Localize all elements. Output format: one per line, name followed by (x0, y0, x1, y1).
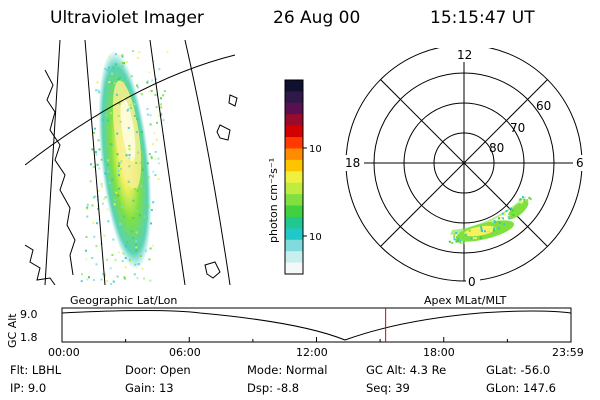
filter-value: Flt: LBHL (10, 363, 62, 377)
observation-time: 15:15:47 UT (430, 8, 535, 28)
observation-date: 26 Aug 00 (273, 8, 361, 28)
mlt-label-12: 12 (457, 48, 472, 62)
aurora-emission-geographic (80, 50, 169, 285)
coastline (25, 69, 238, 285)
time-tick-1200: 12:00 (296, 346, 328, 359)
gc-plot-frame (61, 307, 572, 343)
polar-mlat-mlt-plot: 12 18 6 0 60 70 80 (342, 48, 587, 288)
door-value: Door: Open (125, 363, 191, 377)
colorbar-tick-10: 10 (309, 232, 322, 243)
mlat-label-70: 70 (510, 121, 525, 135)
mlat-label-80: 80 (489, 141, 504, 155)
mode-value: Mode: Normal (247, 363, 328, 377)
gc-altitude-curve (61, 310, 572, 341)
intensity-colorbar: 100 10 photon cm⁻²s⁻¹ (267, 79, 322, 275)
glat-value: GLat: -56.0 (486, 363, 551, 377)
time-tick-0600: 06:00 (169, 346, 201, 359)
time-tick-0000: 00:00 (48, 346, 80, 359)
geographic-map-label: Geographic Lat/Lon (70, 294, 178, 307)
gc-ytick-max: 9.0 (20, 308, 38, 321)
apex-map-label: Apex MLat/MLT (424, 294, 507, 307)
gc-altitude-panel: GC Alt 9.0 1.8 (6, 307, 572, 348)
glon-value: GLon: 147.6 (486, 381, 556, 395)
gc-ytick-min: 1.8 (20, 331, 38, 344)
aurora-emission-polar (448, 196, 532, 245)
mlt-label-00: 0 (468, 275, 476, 288)
time-tick-1800: 18:00 (423, 346, 455, 359)
lat-lon-grid (25, 40, 236, 285)
time-tick-2359: 23:59 (552, 346, 584, 359)
geographic-image-panel (25, 40, 238, 285)
mlt-label-06: 6 (576, 156, 584, 170)
dsp-value: Dsp: -8.8 (247, 381, 300, 395)
gc-alt-axis-label: GC Alt (6, 313, 19, 348)
seq-value: Seq: 39 (366, 381, 410, 395)
gain-value: Gain: 13 (125, 381, 174, 395)
colorbar-unit-label: photon cm⁻²s⁻¹ (267, 158, 280, 243)
instrument-title: Ultraviolet Imager (50, 8, 204, 28)
gc-alt-value: GC Alt: 4.3 Re (366, 363, 447, 377)
colorbar-tick-100: 100 (309, 144, 322, 155)
ip-value: IP: 9.0 (10, 381, 47, 395)
mlt-label-18: 18 (345, 156, 360, 170)
mlat-label-60: 60 (536, 99, 551, 113)
